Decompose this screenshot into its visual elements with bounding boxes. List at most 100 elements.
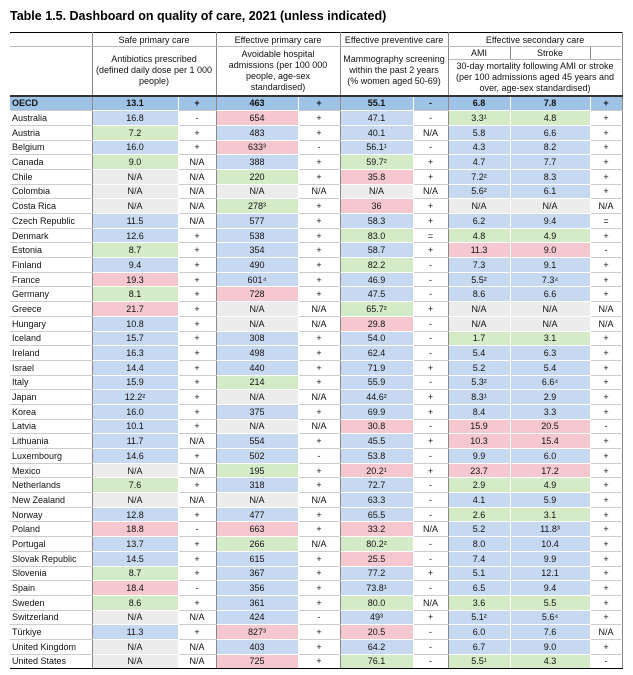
value-cell: N/A <box>92 463 179 479</box>
trend-cell: - <box>413 272 449 288</box>
country: Spain <box>10 580 93 596</box>
table-row: Lithuania 11.7 N/A 554 +45.5 +10.3 15.4 + <box>10 433 623 449</box>
value-cell: 59.7² <box>340 154 414 170</box>
trend-cell: + <box>178 345 217 361</box>
value-cell: 9.0 <box>510 639 591 655</box>
country: Luxembourg <box>10 448 93 464</box>
trend-cell: + <box>590 257 623 273</box>
value-cell: 12.8 <box>92 507 179 523</box>
value-cell: 8.0 <box>448 536 511 552</box>
trend-cell: - <box>413 639 449 655</box>
value-cell: 8.1 <box>92 286 179 303</box>
country: Switzerland <box>10 610 93 626</box>
trend-cell: + <box>178 624 217 640</box>
indicator-description: Antibiotics prescribed (defined daily do… <box>92 46 217 96</box>
value-cell: N/A <box>340 184 414 200</box>
trend-cell: N/A <box>178 610 217 626</box>
value-cell: 601⁴ <box>216 272 299 288</box>
trend-cell: + <box>590 389 623 405</box>
value-cell: 5.5¹ <box>448 654 511 670</box>
value-cell: 633³ <box>216 140 299 156</box>
trend-cell: + <box>413 242 449 259</box>
trend-cell: + <box>413 301 449 317</box>
value-cell: 20.2¹ <box>340 463 414 479</box>
table-row: Hungary 10.8 + N/A N/A 29.8- N/A N/A N/A <box>10 316 623 332</box>
trend-cell: - <box>590 419 623 435</box>
trend-cell: + <box>178 389 217 405</box>
country: Greece <box>10 301 93 317</box>
trend-cell: + <box>178 316 217 332</box>
trend-cell: - <box>413 580 449 596</box>
country: Chile <box>10 169 93 185</box>
trend-cell: + <box>178 272 217 288</box>
value-cell: 16.0 <box>92 140 179 156</box>
value-cell: 3.6 <box>448 595 511 611</box>
trend-cell: N/A <box>298 316 341 332</box>
group-header: Effective secondary care <box>448 32 623 47</box>
value-cell: 15.9 <box>448 419 511 435</box>
country: Australia <box>10 110 93 126</box>
value-cell: 5.8 <box>448 125 511 141</box>
trend-cell: + <box>298 404 341 420</box>
trend-cell: N/A <box>298 536 341 552</box>
trend-cell: - <box>413 624 449 640</box>
trend-cell: + <box>413 154 449 170</box>
trend-cell: + <box>298 331 341 347</box>
value-cell: 5.1 <box>448 566 511 582</box>
value-cell: 13.1 <box>92 94 179 112</box>
country: Ireland <box>10 345 93 361</box>
table-row: Greece 21.7 + N/A N/A 65.7² + N/A N/A N/A <box>10 301 623 317</box>
value-cell: 4.7 <box>448 154 511 170</box>
dashboard-table: Safe primary care Effective primary care… <box>10 32 623 670</box>
trend-cell: N/A <box>178 169 217 185</box>
value-cell: 10.1 <box>92 419 179 435</box>
value-cell: N/A <box>216 316 299 332</box>
trend-cell: + <box>590 94 623 112</box>
indicator-description: Avoidable hospital admissions (per 100 0… <box>216 46 341 96</box>
trend-cell: + <box>298 580 341 596</box>
value-cell: N/A <box>92 654 179 670</box>
trend-cell: + <box>178 360 217 376</box>
table-row: Mexico N/A N/A 195 +20.2¹ +23.7 17.2 + <box>10 463 623 479</box>
trend-cell: N/A <box>178 213 217 229</box>
value-cell: 29.8 <box>340 316 414 332</box>
country: Lithuania <box>10 433 93 449</box>
value-cell: 8.4 <box>448 404 511 420</box>
value-cell: 8.7 <box>92 566 179 582</box>
trend-cell: - <box>413 316 449 332</box>
indicator-description: 30-day mortality following AMI or stroke… <box>448 59 623 96</box>
value-cell: 3.3¹ <box>448 110 511 126</box>
value-cell: 375 <box>216 404 299 420</box>
table-row: Israel 14.4 +440 +71.9 +5.2 5.4 + <box>10 360 623 376</box>
country: New Zealand <box>10 492 93 508</box>
trend-cell: + <box>298 654 341 670</box>
value-cell: 11.5 <box>92 213 179 229</box>
trend-cell: - <box>178 521 217 538</box>
value-cell: 58.7 <box>340 242 414 259</box>
value-cell: 1.7 <box>448 331 511 347</box>
country: Japan <box>10 389 93 405</box>
trend-cell: - <box>413 331 449 347</box>
value-cell: 8.7 <box>92 242 179 259</box>
trend-cell: + <box>413 389 449 405</box>
trend-cell: + <box>590 404 623 420</box>
trend-cell: + <box>178 375 217 391</box>
trend-cell: + <box>298 595 341 611</box>
value-cell: 64.2 <box>340 639 414 655</box>
trend-cell: + <box>178 419 217 435</box>
trend-cell: - <box>590 242 623 259</box>
value-cell: 18.8 <box>92 521 179 538</box>
trend-cell: + <box>298 566 341 582</box>
trend-cell: + <box>590 433 623 449</box>
trend-cell: + <box>298 433 341 449</box>
value-cell: 5.6² <box>448 184 511 200</box>
value-cell: 83.0 <box>340 228 414 244</box>
trend-cell: + <box>298 125 341 141</box>
country: Norway <box>10 507 93 523</box>
value-cell: 33.2 <box>340 521 414 538</box>
value-cell: N/A <box>92 639 179 655</box>
table-row: Iceland 15.7 +308 +54.0-1.7 3.1 + <box>10 331 623 347</box>
trend-cell: + <box>178 94 217 112</box>
country: Canada <box>10 154 93 170</box>
value-cell: 424 <box>216 610 299 626</box>
